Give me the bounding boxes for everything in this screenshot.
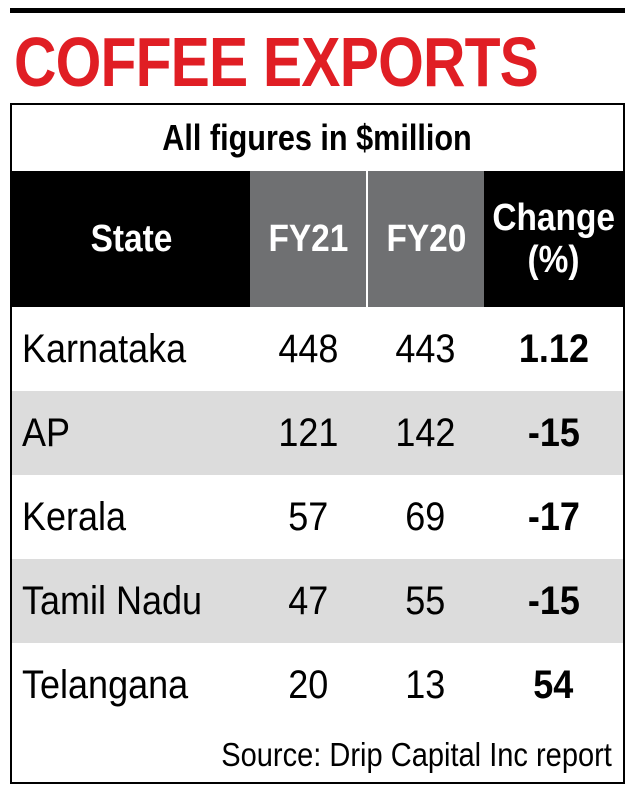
cell-fy20-value: 69 xyxy=(404,495,446,539)
table-row: AP 121 142 -15 xyxy=(12,391,623,475)
cell-state-value: Tamil Nadu xyxy=(22,579,203,623)
cell-fy21: 20 xyxy=(250,643,366,727)
cell-change: 54 xyxy=(484,643,623,727)
cell-fy20-value: 55 xyxy=(404,579,446,623)
cell-state: Kerala xyxy=(22,475,250,559)
chart-title: COFFEE EXPORTS xyxy=(14,23,539,101)
header-fy21: FY21 xyxy=(250,171,366,307)
cell-fy20-value: 443 xyxy=(394,327,456,371)
cell-fy21: 448 xyxy=(250,307,366,391)
table-row: Telangana 20 13 54 xyxy=(12,643,623,727)
cell-fy21: 47 xyxy=(250,559,366,643)
header-change-label: Change xyxy=(492,197,615,239)
header-change-unit: (%) xyxy=(527,239,580,281)
table-row: Kerala 57 69 -17 xyxy=(12,475,623,559)
table-row: Tamil Nadu 47 55 -15 xyxy=(12,559,623,643)
header-fy20-label: FY20 xyxy=(386,218,466,260)
cell-fy20: 13 xyxy=(366,643,484,727)
header-state-label: State xyxy=(90,218,172,260)
table-subtitle: All figures in $million xyxy=(12,105,623,171)
header-fy20: FY20 xyxy=(366,171,484,307)
cell-change-value: -17 xyxy=(527,495,580,539)
cell-state: Karnataka xyxy=(22,307,250,391)
cell-change-value: 1.12 xyxy=(518,327,589,371)
table-frame: All figures in $million State FY21 FY20 … xyxy=(10,103,625,784)
cell-fy21-value: 20 xyxy=(287,663,329,707)
cell-fy20: 443 xyxy=(366,307,484,391)
cell-state: AP xyxy=(22,391,250,475)
cell-fy20: 55 xyxy=(366,559,484,643)
cell-change: -15 xyxy=(484,391,623,475)
top-rule xyxy=(10,8,625,13)
cell-fy20: 69 xyxy=(366,475,484,559)
cell-fy20-value: 142 xyxy=(394,411,456,455)
cell-state: Telangana xyxy=(22,643,250,727)
cell-fy21: 57 xyxy=(250,475,366,559)
source-note: Source: Drip Capital Inc report xyxy=(12,728,612,782)
cell-fy21-value: 121 xyxy=(277,411,339,455)
cell-state-value: Telangana xyxy=(22,663,189,707)
header-change: Change (%) xyxy=(484,171,623,307)
cell-fy21-value: 57 xyxy=(287,495,329,539)
cell-state-value: AP xyxy=(22,411,71,455)
source-text: Source: Drip Capital Inc report xyxy=(221,736,612,773)
cell-state-value: Karnataka xyxy=(22,327,187,371)
cell-fy21-value: 47 xyxy=(287,579,329,623)
cell-state: Tamil Nadu xyxy=(22,559,250,643)
table-row: Karnataka 448 443 1.12 xyxy=(12,307,623,391)
cell-change: 1.12 xyxy=(484,307,623,391)
header-fy21-label: FY21 xyxy=(268,218,348,260)
cell-fy21-value: 448 xyxy=(277,327,339,371)
cell-fy20: 142 xyxy=(366,391,484,475)
header-state: State xyxy=(12,171,250,307)
cell-fy20-value: 13 xyxy=(404,663,446,707)
cell-state-value: Kerala xyxy=(22,495,127,539)
cell-change-value: -15 xyxy=(527,579,580,623)
subtitle-text: All figures in $million xyxy=(162,117,473,158)
cell-change: -15 xyxy=(484,559,623,643)
cell-change: -17 xyxy=(484,475,623,559)
cell-fy21: 121 xyxy=(250,391,366,475)
cell-change-value: -15 xyxy=(527,411,580,455)
cell-change-value: 54 xyxy=(533,663,574,707)
